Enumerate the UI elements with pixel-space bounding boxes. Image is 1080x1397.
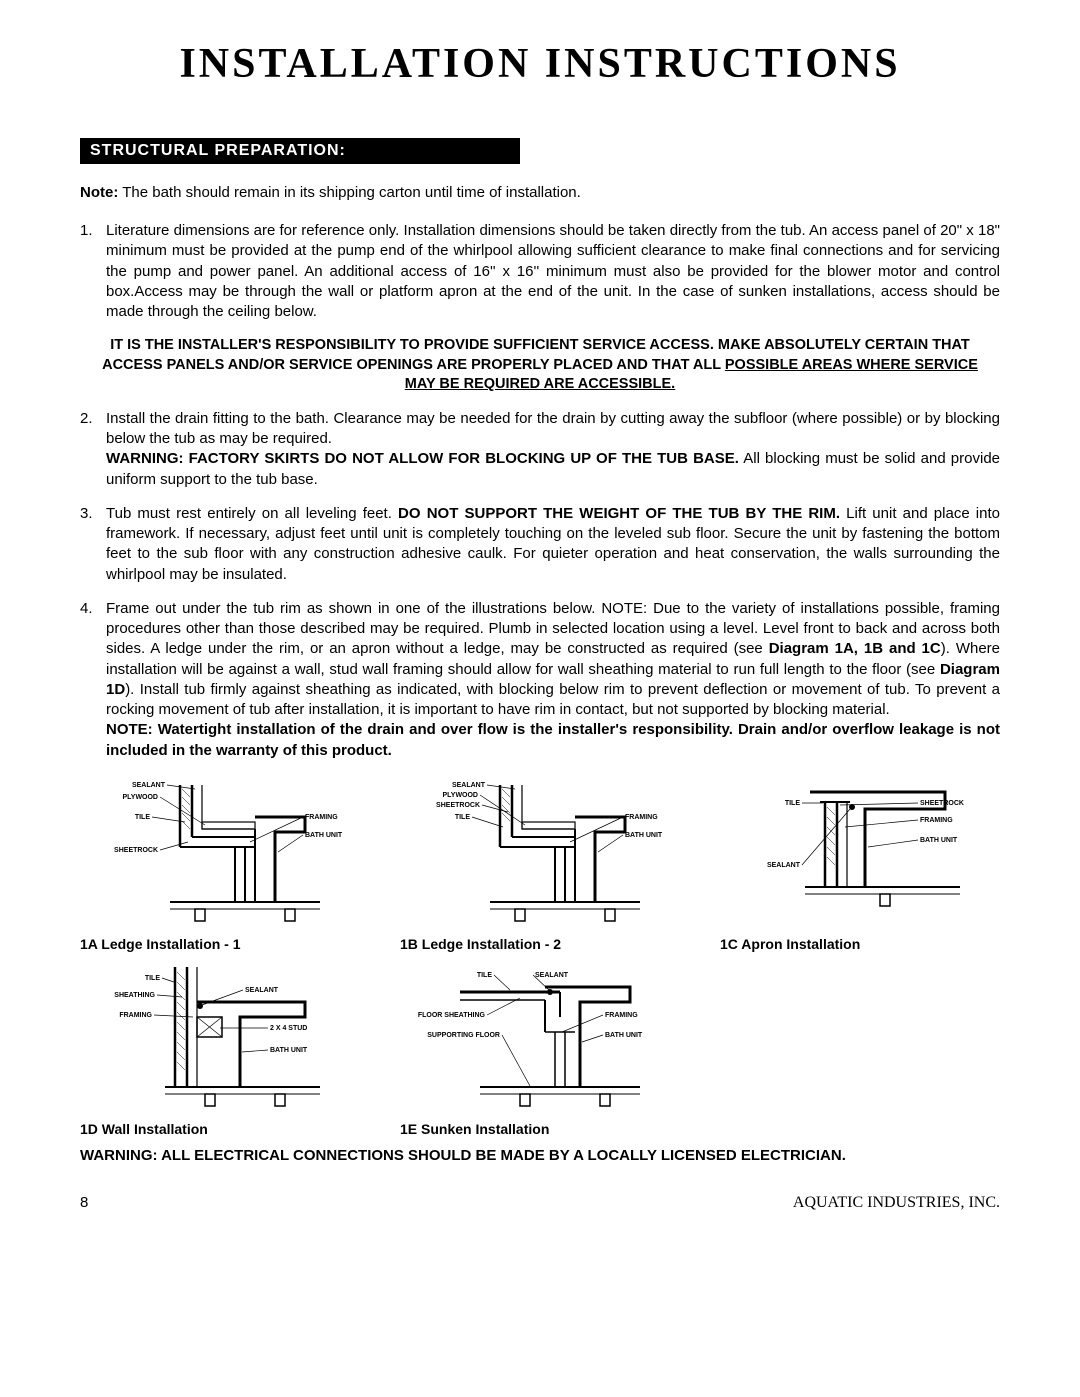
diagram-1e-caption: 1E Sunken Installation xyxy=(400,1121,680,1137)
diagram-grid: SEALANT PLYWOOD TILE SHEETROCK FRAMING B… xyxy=(80,777,1000,1137)
item-4f: NOTE: Watertight installation of the dra… xyxy=(106,721,1000,758)
diagram-1d-svg: TILE SHEATHING FRAMING SEALANT 2 X 4 STU… xyxy=(80,962,360,1112)
svg-text:TILE: TILE xyxy=(477,972,492,979)
diagram-1c-code: 1C xyxy=(720,936,738,952)
svg-text:BATH UNIT: BATH UNIT xyxy=(605,1032,643,1039)
diagram-1a-svg: SEALANT PLYWOOD TILE SHEETROCK FRAMING B… xyxy=(80,777,360,927)
diagram-1e-svg: TILE SEALANT FLOOR SHEATHING SUPPORTING … xyxy=(400,962,680,1112)
svg-text:TILE: TILE xyxy=(455,814,470,821)
diagram-1b-desc: Ledge Installation - 2 xyxy=(418,936,561,952)
diagram-1c: TILE SHEETROCK FRAMING BATH UNIT SEALANT… xyxy=(720,777,1000,952)
svg-text:SHEETROCK: SHEETROCK xyxy=(114,847,158,854)
svg-text:TILE: TILE xyxy=(145,975,160,982)
svg-text:SUPPORTING FLOOR: SUPPORTING FLOOR xyxy=(427,1032,500,1039)
svg-text:BATH UNIT: BATH UNIT xyxy=(270,1047,308,1054)
diagram-1d-code: 1D xyxy=(80,1121,98,1137)
instruction-item-1: Literature dimensions are for reference … xyxy=(80,221,1000,322)
item-2b: WARNING: FACTORY SKIRTS DO NOT ALLOW FOR… xyxy=(106,450,739,467)
bottom-warning: WARNING: ALL ELECTRICAL CONNECTIONS SHOU… xyxy=(80,1147,1000,1164)
svg-text:FRAMING: FRAMING xyxy=(119,1012,152,1019)
instruction-item-3: Tub must rest entirely on all leveling f… xyxy=(80,504,1000,585)
diagram-1b-caption: 1B Ledge Installation - 2 xyxy=(400,936,680,952)
item-3a: Tub must rest entirely on all leveling f… xyxy=(106,505,398,522)
footer-company: AQUATIC INDUSTRIES, INC. xyxy=(793,1194,1000,1212)
instruction-list: Literature dimensions are for reference … xyxy=(80,221,1000,322)
diagram-1d: TILE SHEATHING FRAMING SEALANT 2 X 4 STU… xyxy=(80,962,360,1137)
note-text: The bath should remain in its shipping c… xyxy=(118,184,580,201)
item-3b: DO NOT SUPPORT THE WEIGHT OF THE TUB BY … xyxy=(398,505,840,522)
svg-text:SEALANT: SEALANT xyxy=(132,782,166,789)
svg-text:SEALANT: SEALANT xyxy=(452,782,486,789)
diagram-1b: SEALANT PLYWOOD SHEETROCK TILE FRAMING B… xyxy=(400,777,680,952)
instruction-item-2: Install the drain fitting to the bath. C… xyxy=(80,409,1000,490)
diagram-1b-code: 1B xyxy=(400,936,418,952)
svg-text:SEALANT: SEALANT xyxy=(245,987,279,994)
svg-text:FRAMING: FRAMING xyxy=(305,814,338,821)
diagram-1d-caption: 1D Wall Installation xyxy=(80,1121,360,1137)
diagram-1c-desc: Apron Installation xyxy=(738,936,860,952)
diagram-1a-caption: 1A Ledge Installation - 1 xyxy=(80,936,360,952)
svg-text:BATH UNIT: BATH UNIT xyxy=(625,832,663,839)
svg-text:2 X 4 STUD: 2 X 4 STUD xyxy=(270,1025,307,1032)
diagram-1c-svg: TILE SHEETROCK FRAMING BATH UNIT SEALANT xyxy=(720,777,1000,927)
diagram-1e: TILE SEALANT FLOOR SHEATHING SUPPORTING … xyxy=(400,962,680,1137)
svg-text:PLYWOOD: PLYWOOD xyxy=(122,794,158,801)
svg-text:TILE: TILE xyxy=(785,800,800,807)
item-1-text: Literature dimensions are for reference … xyxy=(106,222,1000,320)
svg-text:SEALANT: SEALANT xyxy=(767,862,801,869)
diagram-1a: SEALANT PLYWOOD TILE SHEETROCK FRAMING B… xyxy=(80,777,360,952)
note-line: Note: The bath should remain in its ship… xyxy=(80,184,1000,201)
svg-text:FRAMING: FRAMING xyxy=(625,814,658,821)
svg-text:SHEETROCK: SHEETROCK xyxy=(920,800,964,807)
svg-text:BATH UNIT: BATH UNIT xyxy=(920,837,958,844)
note-label: Note: xyxy=(80,184,118,201)
diagram-1a-code: 1A xyxy=(80,936,97,952)
svg-text:BATH UNIT: BATH UNIT xyxy=(305,832,343,839)
svg-text:SEALANT: SEALANT xyxy=(535,972,569,979)
diagram-1d-desc: Wall Installation xyxy=(98,1121,208,1137)
diagram-1e-desc: Sunken Installation xyxy=(417,1121,549,1137)
diagram-1b-svg: SEALANT PLYWOOD SHEETROCK TILE FRAMING B… xyxy=(400,777,680,927)
svg-text:FRAMING: FRAMING xyxy=(920,817,953,824)
page-title: INSTALLATION INSTRUCTIONS xyxy=(80,40,1000,88)
diagram-1c-caption: 1C Apron Installation xyxy=(720,936,1000,952)
diagram-1e-code: 1E xyxy=(400,1121,417,1137)
instruction-list-cont: Install the drain fitting to the bath. C… xyxy=(80,409,1000,761)
instruction-item-4: Frame out under the tub rim as shown in … xyxy=(80,599,1000,761)
svg-text:FRAMING: FRAMING xyxy=(605,1012,638,1019)
svg-text:PLYWOOD: PLYWOOD xyxy=(442,792,478,799)
diagram-1a-desc: Ledge Installation - 1 xyxy=(97,936,240,952)
svg-text:SHEATHING: SHEATHING xyxy=(114,992,155,999)
responsibility-block: IT IS THE INSTALLER'S RESPONSIBILITY TO … xyxy=(100,336,980,395)
svg-text:SHEETROCK: SHEETROCK xyxy=(436,802,480,809)
svg-text:FLOOR SHEATHING: FLOOR SHEATHING xyxy=(418,1012,486,1019)
svg-text:TILE: TILE xyxy=(135,814,150,821)
item-2a: Install the drain fitting to the bath. C… xyxy=(106,410,1000,447)
item-4e: ). Install tub firmly against sheathing … xyxy=(106,681,1000,718)
item-4b: Diagram 1A, 1B and 1C xyxy=(769,640,941,657)
page-footer: 8 AQUATIC INDUSTRIES, INC. xyxy=(80,1194,1000,1212)
page-number: 8 xyxy=(80,1194,88,1212)
section-header: STRUCTURAL PREPARATION: xyxy=(80,138,520,164)
